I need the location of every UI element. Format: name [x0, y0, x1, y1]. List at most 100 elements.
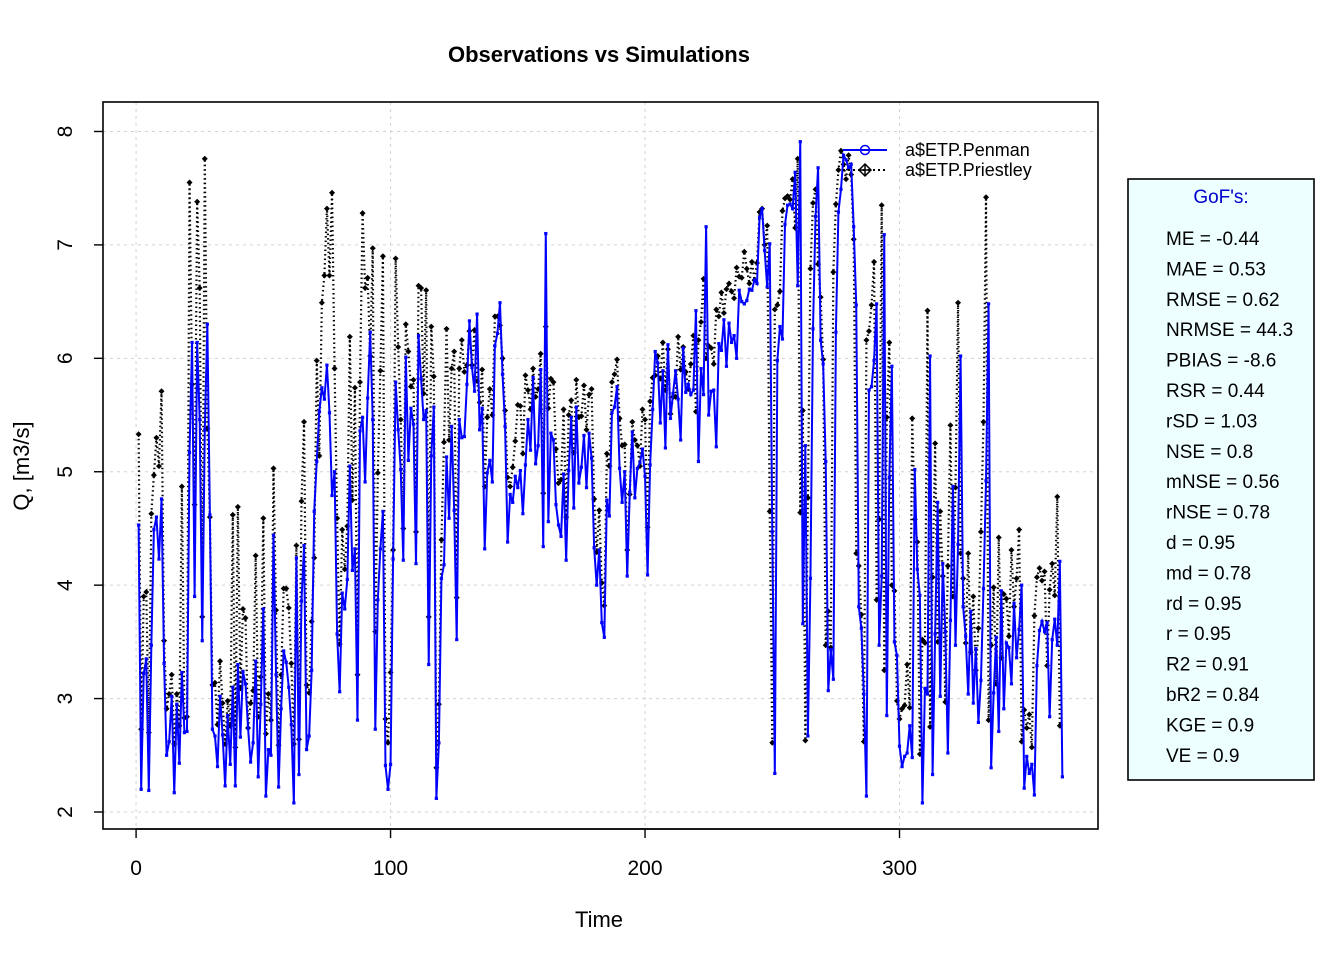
- data-point-priestley: [608, 379, 615, 386]
- data-point-penman: [854, 303, 858, 307]
- data-point-penman: [526, 417, 530, 422]
- data-point-penman: [419, 377, 423, 381]
- gof-line: d = 0.95: [1166, 533, 1235, 554]
- data-point-penman: [363, 480, 367, 484]
- data-point-penman: [187, 450, 192, 455]
- data-point-priestley: [329, 189, 336, 196]
- data-point-penman: [605, 498, 609, 502]
- data-point-penman: [297, 772, 301, 777]
- data-point-penman: [198, 417, 202, 422]
- data-point-penman: [602, 635, 606, 639]
- data-point-penman: [908, 724, 912, 728]
- data-point-penman: [261, 607, 265, 611]
- data-point-penman: [745, 298, 749, 303]
- data-point-penman: [182, 730, 187, 735]
- data-point-penman: [722, 318, 726, 322]
- data-point-penman: [974, 647, 978, 651]
- data-point-penman: [259, 702, 263, 706]
- data-point-penman: [312, 509, 316, 514]
- data-point-priestley: [298, 498, 305, 505]
- data-point-penman: [190, 340, 194, 345]
- data-point-penman: [882, 233, 886, 237]
- data-point-penman: [546, 520, 550, 524]
- data-point-priestley: [743, 265, 750, 272]
- data-point-penman: [643, 474, 647, 478]
- data-point-penman: [228, 762, 232, 766]
- data-point-priestley: [407, 383, 414, 390]
- data-point-penman: [465, 382, 469, 387]
- data-point-penman: [1027, 771, 1031, 776]
- data-point-penman: [335, 632, 339, 636]
- data-point-priestley: [878, 202, 885, 209]
- data-point-penman: [462, 434, 466, 439]
- data-point-penman: [149, 643, 153, 647]
- data-point-penman: [592, 546, 596, 550]
- data-point-penman: [175, 702, 179, 706]
- data-point-penman: [691, 388, 695, 392]
- data-point-penman: [928, 354, 932, 358]
- data-point-priestley: [486, 385, 493, 392]
- data-point-priestley: [970, 593, 977, 600]
- data-point-penman: [236, 662, 240, 667]
- data-point-priestley: [318, 299, 325, 306]
- data-point-penman: [653, 349, 657, 354]
- data-point-penman: [915, 567, 919, 571]
- data-point-priestley: [410, 376, 417, 383]
- data-point-penman: [406, 458, 410, 462]
- data-point-priestley: [865, 328, 872, 335]
- data-point-penman: [656, 361, 660, 365]
- data-point-penman: [378, 547, 382, 551]
- data-point-penman: [735, 356, 739, 360]
- data-point-penman: [534, 462, 538, 466]
- data-point-penman: [681, 346, 685, 350]
- data-point-penman: [271, 533, 276, 537]
- data-point-penman: [633, 496, 637, 500]
- data-point-penman: [1014, 656, 1019, 660]
- data-point-penman: [180, 670, 184, 675]
- data-point-penman: [992, 691, 996, 695]
- gof-line: rd = 0.95: [1166, 594, 1242, 615]
- data-point-priestley: [148, 510, 155, 517]
- data-point-priestley: [140, 593, 147, 600]
- data-point-penman: [961, 605, 965, 609]
- data-point-priestley: [402, 321, 409, 328]
- data-point-penman: [902, 754, 907, 759]
- data-point-penman: [712, 388, 716, 392]
- x-axis-label: Time: [575, 907, 623, 932]
- data-point-priestley: [397, 416, 404, 423]
- data-point-priestley: [265, 691, 272, 698]
- data-point-penman: [852, 225, 856, 229]
- data-point-penman: [763, 248, 767, 253]
- data-point-penman: [582, 433, 586, 438]
- data-point-penman: [752, 278, 757, 282]
- data-point-penman: [729, 340, 734, 345]
- gof-line: VE = 0.9: [1166, 746, 1239, 767]
- data-point-penman: [495, 331, 500, 335]
- data-point-penman: [159, 497, 164, 501]
- data-point-priestley: [1033, 574, 1040, 581]
- data-point-priestley: [771, 306, 778, 313]
- data-point-penman: [953, 643, 958, 647]
- gof-line: KGE = 0.9: [1166, 715, 1254, 736]
- data-point-penman: [831, 677, 835, 681]
- data-point-penman: [638, 461, 642, 465]
- data-point-penman: [475, 312, 479, 316]
- data-point-penman: [307, 734, 311, 738]
- gof-line: rNSE = 0.78: [1166, 503, 1270, 524]
- data-point-priestley: [774, 302, 781, 309]
- data-point-priestley: [1051, 592, 1058, 599]
- data-point-penman: [704, 225, 708, 229]
- data-point-priestley: [1039, 577, 1046, 584]
- gof-line: md = 0.78: [1166, 563, 1251, 584]
- data-point-priestley: [634, 442, 641, 449]
- data-point-penman: [366, 396, 370, 400]
- data-point-penman: [816, 166, 820, 170]
- data-point-priestley: [150, 472, 157, 479]
- data-point-priestley: [583, 426, 590, 433]
- data-point-priestley: [1031, 612, 1038, 619]
- data-point-penman: [210, 727, 215, 731]
- data-point-penman: [200, 639, 204, 643]
- gof-line: R2 = 0.91: [1166, 655, 1249, 676]
- data-point-priestley: [339, 526, 346, 533]
- data-point-priestley: [270, 465, 277, 472]
